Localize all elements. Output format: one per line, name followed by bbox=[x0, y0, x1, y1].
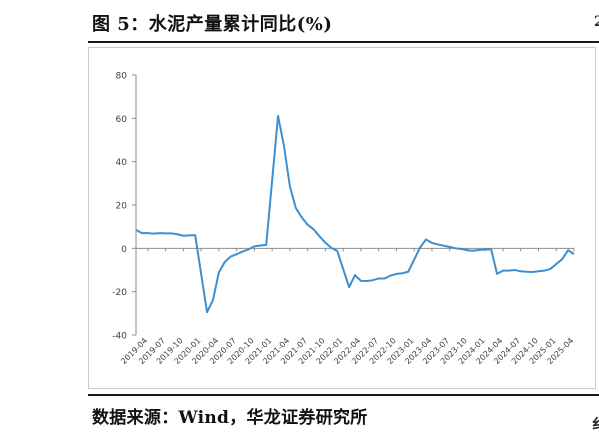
source-rule bbox=[88, 394, 599, 396]
y-tick-label: 80 bbox=[116, 72, 128, 82]
y-tick-label: -40 bbox=[112, 332, 127, 342]
edge-char-bottom: 纟 bbox=[592, 414, 599, 434]
chart-panel: -40 -20 0 20 40 60 80 2019-04 2019-07 2019-10 2020… bbox=[88, 47, 596, 389]
y-tick-label: 40 bbox=[116, 158, 128, 168]
series-line bbox=[135, 114, 575, 314]
y-tick-label: -20 bbox=[112, 288, 127, 298]
title-rule bbox=[88, 41, 599, 43]
source-note: 数据来源：Wind，华龙证券研究所 bbox=[92, 408, 368, 428]
figure-title: 图 5：水泥产量累计同比(%) bbox=[92, 14, 333, 35]
edge-char-top: 2 bbox=[594, 14, 599, 30]
y-tick-label: 20 bbox=[116, 202, 128, 212]
y-tick-label: 0 bbox=[121, 245, 127, 255]
line-chart: -40-200204060802019-042019-072019-102020… bbox=[112, 72, 575, 367]
y-tick-label: 60 bbox=[116, 115, 128, 125]
